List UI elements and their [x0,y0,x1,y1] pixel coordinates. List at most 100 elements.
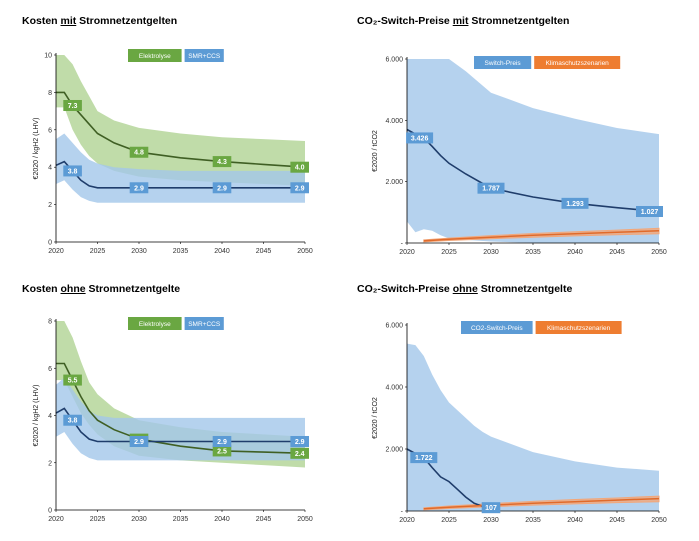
data-label-box [63,374,82,386]
data-label-box [290,447,309,459]
x-tick-label: 2020 [399,517,415,524]
y-tick-label: 4 [48,165,52,172]
legend-item: SMR+CCS [188,53,221,60]
y-tick-label: 6.000 [385,57,403,64]
data-label-box [561,197,589,209]
x-tick-label: 2050 [297,516,313,523]
legend-swatch [535,321,622,334]
x-tick-label: 2045 [609,249,625,256]
data-label-box [290,435,309,447]
x-tick-label: 2025 [90,516,106,523]
x-tick-label: 2050 [297,248,313,255]
legend-swatch [128,317,182,330]
line-klimaschutzszenarien [423,497,660,510]
data-label-box [290,161,309,173]
data-label: 1.027 [641,209,659,216]
data-label: 107 [485,505,497,512]
y-axis-label: €2020 / kgH2 (LHV) [33,118,40,180]
data-label-box [410,452,438,464]
legend-item: CO2-Switch-Preis [471,325,523,332]
band-smr-ccs [56,133,305,203]
data-label: 2.9 [134,439,144,446]
x-tick-label: 2025 [441,249,457,256]
y-tick-label: 2 [48,460,52,467]
data-label-box [212,435,232,447]
x-tick-label: 2040 [567,249,583,256]
data-label: 1.293 [566,201,584,208]
legend-item: Elektrolyse [139,321,171,328]
y-axis-label: €2020 / kgH2 (LHV) [33,385,40,447]
y-tick-label: 10 [44,53,52,60]
data-label-box [481,502,501,514]
data-label: 3.426 [411,135,429,142]
data-label: 2.4 [295,451,305,458]
data-label: 2.9 [134,185,144,192]
data-label: 2.9 [217,439,227,446]
data-label: 2.9 [295,185,305,192]
y-tick-label: 6 [48,366,52,373]
legend-item: Switch-Preis [485,60,522,67]
band-co2-switch-preis [407,343,491,511]
data-label-box [212,182,232,194]
data-label-box [212,156,232,168]
legend-swatch [534,56,621,69]
y-tick-label: - [401,241,404,248]
x-tick-label: 2020 [399,249,415,256]
x-tick-label: 2035 [525,249,541,256]
legend-swatch [474,56,532,69]
x-tick-label: 2040 [567,517,583,524]
data-label-box [290,182,309,194]
x-tick-label: 2030 [131,248,147,255]
x-tick-label: 2040 [214,248,230,255]
y-tick-label: 8 [48,319,52,326]
y-tick-label: 8 [48,90,52,97]
y-tick-label: 2 [48,202,52,209]
x-tick-label: 2030 [131,516,147,523]
legend-swatch [184,49,224,62]
data-label-box [636,206,663,218]
legend-item: SMR+CCS [188,321,221,328]
y-tick-label: 6 [48,127,52,134]
data-label: 2.9 [217,185,227,192]
y-tick-label: - [401,509,404,516]
x-tick-label: 2030 [483,249,499,256]
data-label: 4.0 [295,165,305,172]
x-tick-label: 2050 [651,249,667,256]
y-tick-label: 0 [48,240,52,247]
data-label: 5.5 [68,378,78,385]
x-tick-label: 2035 [173,516,189,523]
legend-swatch [128,49,182,62]
x-tick-label: 2035 [173,248,189,255]
y-tick-label: 4.000 [385,118,403,125]
x-tick-label: 2050 [651,517,667,524]
y-tick-label: 2.000 [385,447,403,454]
data-label-box [129,435,149,447]
data-label-box [477,182,505,194]
y-tick-label: 0 [48,508,52,515]
band-upper-range [491,436,659,511]
y-axis-label: €2020 / tCO2 [372,397,379,439]
legend-swatch [184,317,224,330]
y-tick-label: 6.000 [385,323,403,330]
panel-title-switch-without-fees: CO₂-Switch-Preise ohne Stromnetzentgelte [357,283,573,295]
y-tick-label: 4.000 [385,385,403,392]
data-label-box [129,182,149,194]
data-label-box [63,165,82,177]
legend-item: Klimaschutzszenarien [546,60,610,67]
data-label-box [406,132,434,144]
panel-title-switch-with-fees: CO₂-Switch-Preise mit Stromnetzentgelten [357,15,570,27]
data-label: 3.8 [68,418,78,425]
x-tick-label: 2045 [609,517,625,524]
band-smr-ccs [56,377,305,461]
band-elektrolyse [56,55,305,186]
x-tick-label: 2040 [214,516,230,523]
x-tick-label: 2025 [441,517,457,524]
data-label: 4.8 [134,150,144,157]
legend-item: Elektrolyse [139,53,171,60]
x-tick-label: 2045 [256,516,272,523]
legend-swatch [461,321,533,334]
x-tick-label: 2035 [525,517,541,524]
